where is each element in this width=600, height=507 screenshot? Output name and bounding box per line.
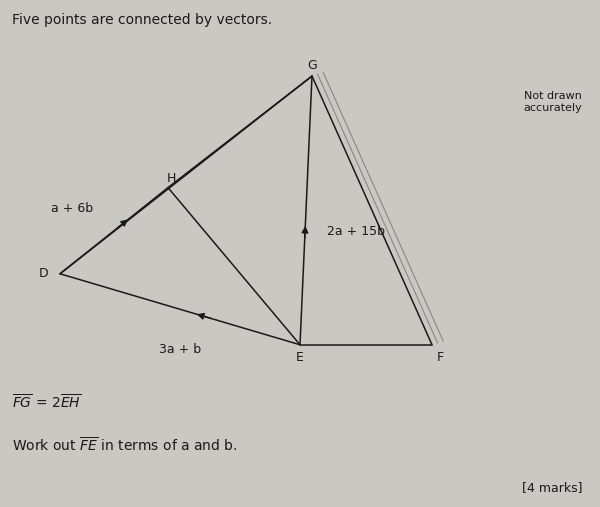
Text: H: H <box>166 172 176 185</box>
Text: F: F <box>437 351 444 364</box>
Text: 2a + 15b: 2a + 15b <box>327 226 385 238</box>
Text: $\overline{FG}$ = 2$\overline{EH}$: $\overline{FG}$ = 2$\overline{EH}$ <box>12 393 81 411</box>
Text: Not drawn
accurately: Not drawn accurately <box>523 91 582 113</box>
Text: Five points are connected by vectors.: Five points are connected by vectors. <box>12 13 272 27</box>
Text: D: D <box>38 267 48 280</box>
Text: E: E <box>296 351 304 364</box>
Text: [4 marks]: [4 marks] <box>521 481 582 494</box>
Text: a + 6b: a + 6b <box>50 202 93 215</box>
Text: G: G <box>307 59 317 73</box>
Text: 3a + b: 3a + b <box>159 343 201 356</box>
Text: Work out $\overline{FE}$ in terms of a and b.: Work out $\overline{FE}$ in terms of a a… <box>12 436 238 454</box>
